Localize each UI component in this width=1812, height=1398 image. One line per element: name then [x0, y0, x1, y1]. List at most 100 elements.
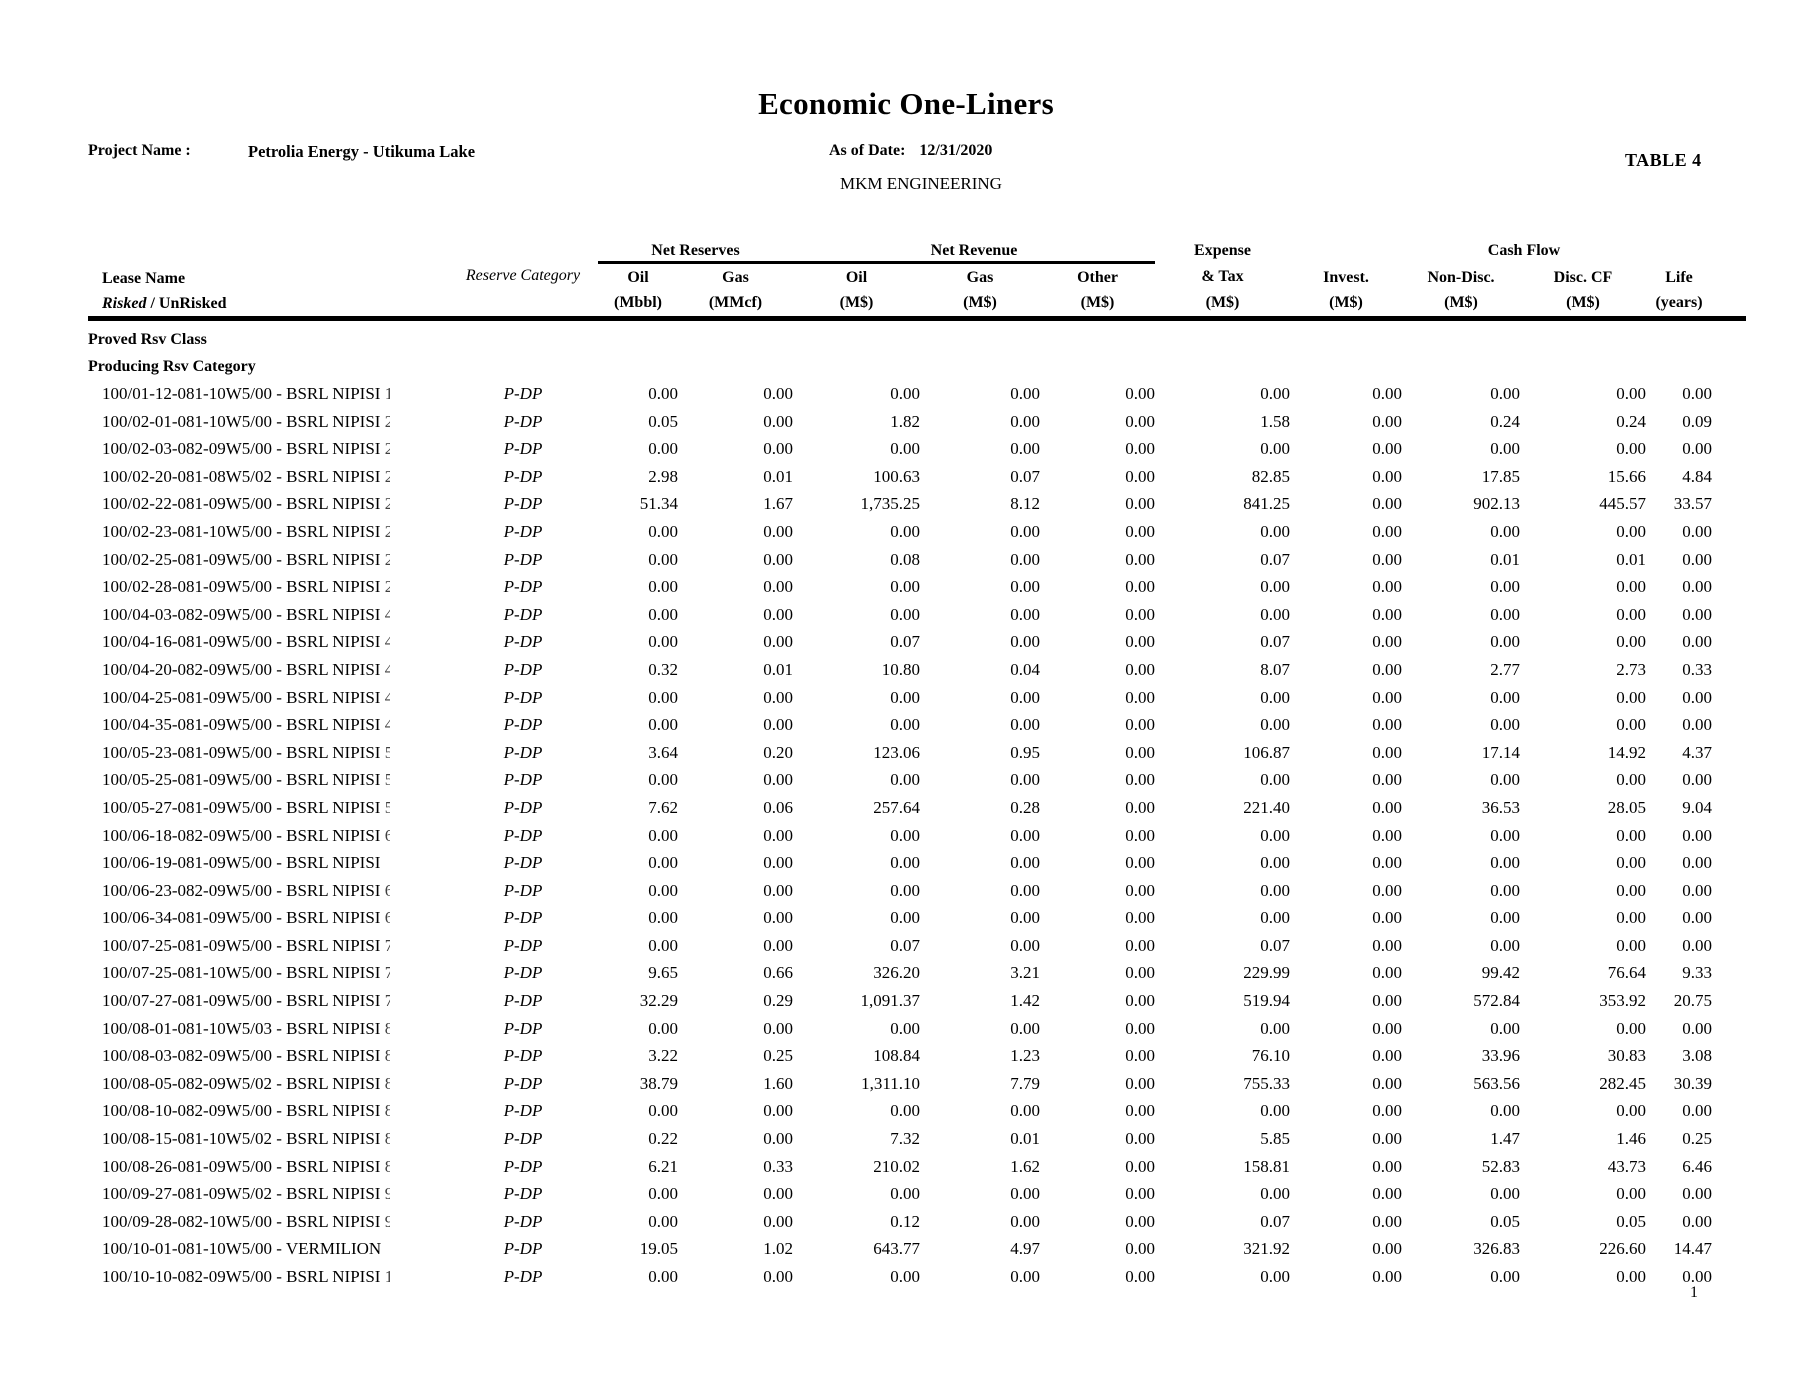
value-cell: 519.94: [1243, 991, 1290, 1011]
page-title: Economic One-Liners: [758, 86, 1054, 121]
value-cell: 0.00: [1125, 1239, 1155, 1259]
reserve-category: P-DP: [503, 1156, 543, 1176]
value-cell: 0.66: [763, 963, 793, 983]
value-cell: 0.00: [648, 687, 678, 707]
reserve-category: P-DP: [503, 797, 543, 817]
lease-name-partial: 8: [384, 1156, 390, 1176]
value-cell: 3.08: [1682, 1046, 1712, 1066]
value-cell: 0.00: [1260, 825, 1290, 845]
value-cell: 0.00: [1372, 1073, 1402, 1093]
value-cell: 100.63: [873, 466, 920, 486]
value-cell: 9.65: [648, 963, 678, 983]
lease-name-header-line2: Risked / UnRisked: [102, 291, 448, 316]
value-cell: 0.00: [648, 549, 678, 569]
value-cell: 0.00: [890, 687, 920, 707]
lease-name-partial: 4: [384, 632, 390, 652]
value-cell: 0.00: [1616, 770, 1646, 790]
lease-name-partial: 8: [384, 1129, 390, 1149]
column-header-oil-reserves: Oil: [627, 269, 649, 286]
value-cell: 0.00: [1616, 825, 1646, 845]
company-name: MKM ENGINEERING: [840, 174, 1002, 193]
reserve-category: P-DP: [503, 577, 543, 597]
value-cell: 0.00: [1260, 1184, 1290, 1204]
value-cell: 0.00: [1372, 1267, 1402, 1286]
value-cell: 0.00: [763, 1184, 793, 1204]
value-cell: 0.00: [1372, 521, 1402, 541]
value-cell: 0.00: [763, 770, 793, 790]
value-cell: 0.00: [763, 604, 793, 624]
column-header-disc-cf: Disc. CF: [1553, 269, 1613, 286]
lease-name-cell: 100/01-12-081-10W5/00 - BSRL NIPISI 1: [88, 380, 448, 408]
value-cell: 0.00: [1490, 439, 1520, 459]
value-cell: 221.40: [1243, 797, 1290, 817]
lease-name-partial: 9: [384, 1184, 390, 1204]
lease-name-partial: 5: [384, 797, 390, 817]
lease-name-cell: 100/05-27-081-09W5/00 - BSRL NIPISI 5: [88, 794, 448, 822]
value-cell: 0.00: [1125, 1046, 1155, 1066]
column-unit-non-disc: (M$): [1444, 294, 1478, 311]
value-cell: 0.00: [1490, 577, 1520, 597]
value-cell: 28.05: [1607, 797, 1646, 817]
value-cell: 0.00: [890, 853, 920, 873]
value-cell: 0.00: [1010, 1211, 1040, 1231]
column-unit-invest: (M$): [1329, 294, 1363, 311]
value-cell: 6.21: [648, 1156, 678, 1176]
table-row: 100/06-19-081-09W5/00 - BSRL NIPISI P-DP…: [88, 849, 1746, 877]
lease-name: 100/09-27-081-09W5/02 - BSRL NIPISI: [102, 1184, 385, 1204]
lease-name-partial: 4: [384, 659, 390, 679]
value-cell: 0.07: [1260, 632, 1290, 652]
value-cell: 106.87: [1243, 742, 1290, 762]
lease-name: 100/02-20-081-08W5/02 - BSRL NIPISI: [102, 466, 385, 486]
lease-name-partial: 4: [384, 687, 390, 707]
value-cell: 0.00: [1372, 1156, 1402, 1176]
lease-name-cell: 100/08-15-081-10W5/02 - BSRL NIPISI 8: [88, 1125, 448, 1153]
value-cell: 0.00: [1125, 1073, 1155, 1093]
value-cell: 0.00: [763, 880, 793, 900]
reserve-category: P-DP: [503, 1211, 543, 1231]
value-cell: 0.25: [763, 1046, 793, 1066]
value-cell: 0.00: [1372, 880, 1402, 900]
table-row: 100/02-22-081-09W5/00 - BSRL NIPISI 2 P-…: [88, 490, 1746, 518]
value-cell: 0.00: [1125, 1129, 1155, 1149]
lease-name: 100/04-03-082-09W5/00 - BSRL NIPISI: [102, 604, 385, 624]
value-cell: 0.07: [1260, 935, 1290, 955]
value-cell: 20.75: [1673, 991, 1712, 1011]
value-cell: 1.67: [763, 494, 793, 514]
value-cell: 1.62: [1010, 1156, 1040, 1176]
lease-name-cell: 100/06-23-082-09W5/00 - BSRL NIPISI 6: [88, 877, 448, 905]
value-cell: 0.01: [763, 659, 793, 679]
column-unit-gas-reserves: (MMcf): [708, 294, 763, 311]
lease-name: 100/06-23-082-09W5/00 - BSRL NIPISI: [102, 880, 385, 900]
value-cell: 2.77: [1490, 659, 1520, 679]
value-cell: 0.28: [1010, 797, 1040, 817]
value-cell: 0.00: [763, 384, 793, 403]
value-cell: 0.00: [763, 1267, 793, 1286]
reserve-category: P-DP: [503, 742, 543, 762]
reserve-category: P-DP: [503, 715, 543, 735]
value-cell: 15.66: [1607, 466, 1646, 486]
value-cell: 0.95: [1010, 742, 1040, 762]
lease-name-partial: 2: [384, 494, 390, 514]
lease-name: 100/02-25-081-09W5/00 - BSRL NIPISI: [102, 549, 385, 569]
value-cell: 4.84: [1682, 466, 1712, 486]
value-cell: 0.00: [1125, 742, 1155, 762]
as-of-date-value: 12/31/2020: [919, 142, 993, 159]
value-cell: 0.00: [1125, 439, 1155, 459]
value-cell: 0.00: [1372, 935, 1402, 955]
lease-name-partial: 2: [384, 411, 390, 431]
reserve-category: P-DP: [503, 853, 543, 873]
value-cell: 0.04: [1010, 659, 1040, 679]
lease-name-partial: 6: [384, 908, 390, 928]
value-cell: 563.56: [1473, 1073, 1520, 1093]
table-row: 100/06-34-081-09W5/00 - BSRL NIPISI 6 P-…: [88, 904, 1746, 932]
lease-name-partial: 8: [384, 1101, 390, 1121]
value-cell: 0.00: [648, 439, 678, 459]
value-cell: 0.00: [1260, 521, 1290, 541]
value-cell: 0.00: [890, 715, 920, 735]
value-cell: 0.00: [1682, 825, 1712, 845]
value-cell: 0.07: [890, 632, 920, 652]
table-row: 100/08-10-082-09W5/00 - BSRL NIPISI 8 P-…: [88, 1097, 1746, 1125]
value-cell: 1.58: [1260, 411, 1290, 431]
value-cell: 755.33: [1243, 1073, 1290, 1093]
lease-name-header-line1: Lease Name: [102, 270, 186, 287]
